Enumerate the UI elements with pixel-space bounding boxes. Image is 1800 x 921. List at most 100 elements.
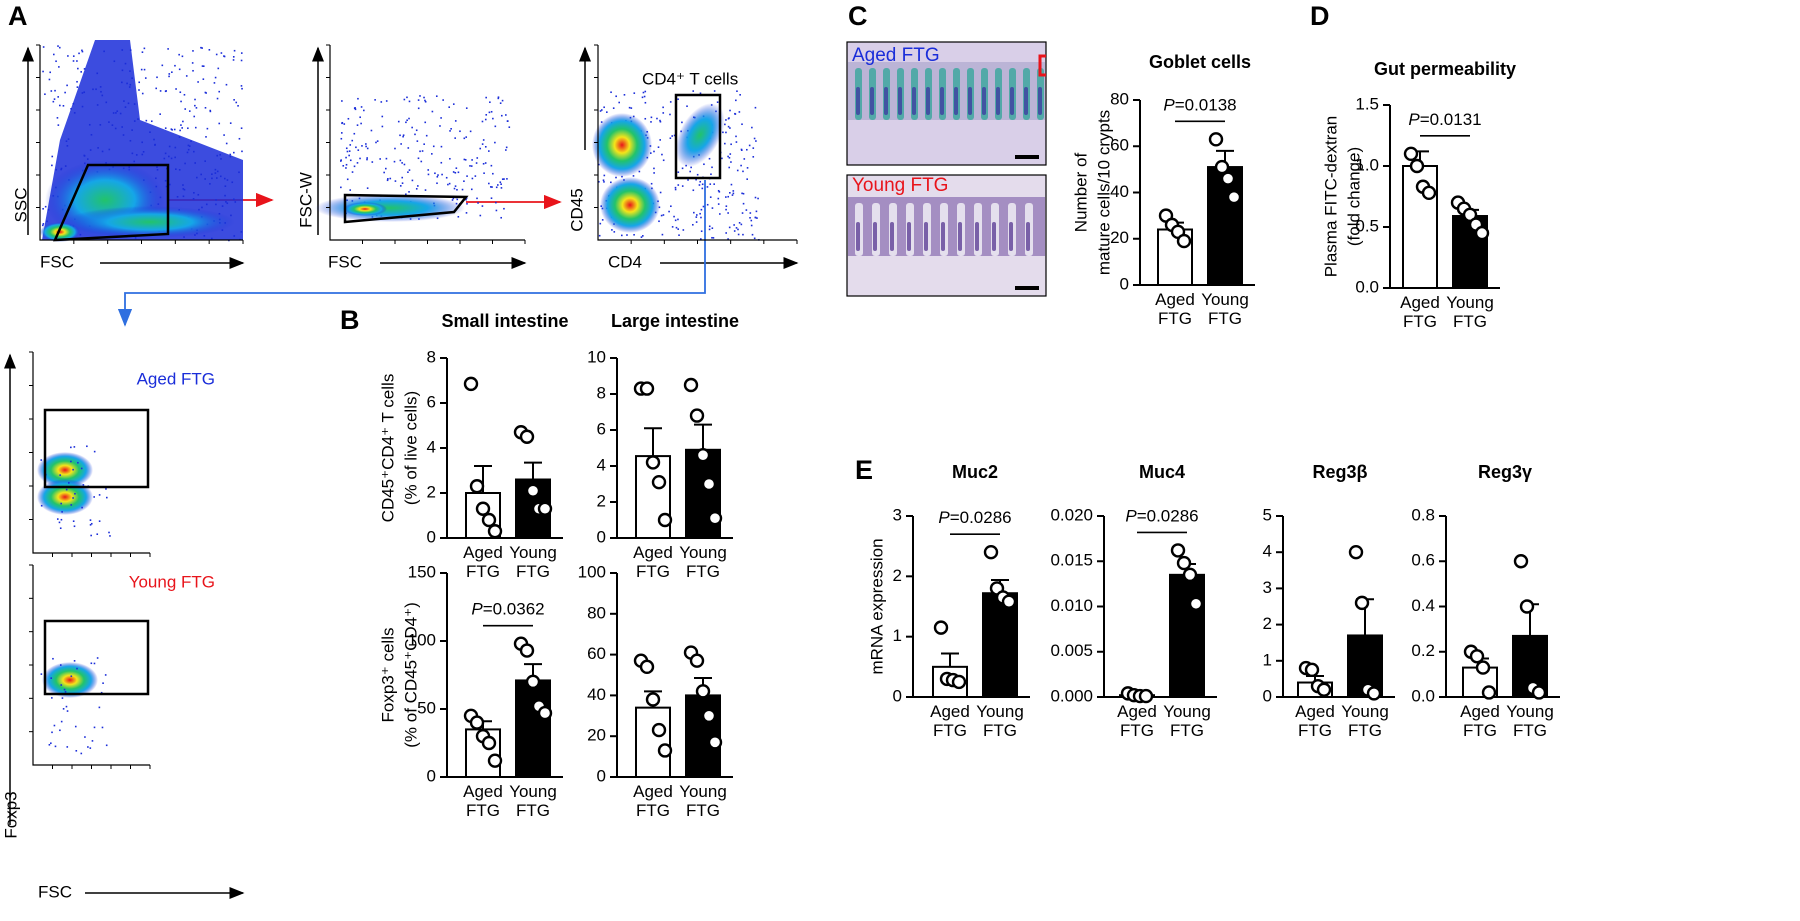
data-point: [695, 684, 711, 699]
cell-dot: [233, 99, 235, 101]
cell-dot: [57, 45, 59, 47]
cell-dot: [738, 111, 741, 113]
goblet: [940, 87, 944, 115]
cell-dot: [448, 106, 451, 108]
data-point: [1475, 660, 1491, 675]
y-tick-label: 2: [427, 482, 436, 501]
cell-dot: [600, 109, 603, 111]
y-tick-label: 5: [1263, 505, 1272, 524]
cell-dot: [89, 149, 92, 151]
cell-dot: [407, 147, 410, 149]
cell-dot: [401, 162, 403, 164]
cell-dot: [73, 112, 76, 114]
cell-dot: [725, 131, 727, 134]
y-tick-label: 0.015: [1050, 551, 1093, 570]
cell-dot: [602, 179, 605, 182]
cell-dot: [82, 484, 85, 486]
cell-dot: [54, 89, 56, 92]
y-tick-label: 8: [597, 383, 606, 402]
cell-dot: [351, 171, 354, 173]
cell-dot: [677, 218, 679, 221]
cell-dot: [200, 46, 202, 49]
cell-dot: [508, 126, 511, 128]
error-bar: [694, 423, 712, 450]
cell-dot: [696, 214, 698, 216]
y-axis-label: mature cells/10 crypts: [1094, 110, 1113, 275]
cell-dot: [427, 169, 430, 171]
image-label: Aged FTG: [852, 45, 940, 66]
cell-dot: [354, 108, 357, 111]
cell-dot: [417, 107, 420, 110]
cell-dot: [725, 232, 727, 234]
cell-dot: [452, 197, 455, 200]
cell-dot: [699, 92, 702, 95]
cell-dot: [111, 124, 114, 126]
cell-dot: [351, 139, 354, 142]
cell-dot: [601, 219, 604, 221]
data-point: [645, 692, 661, 707]
cell-dot: [44, 205, 47, 208]
x-tick-label-box: Young FTG: [679, 543, 727, 581]
x-tick-label: Aged FTG: [633, 782, 673, 820]
cell-dot: [64, 165, 67, 167]
cell-dot: [66, 145, 69, 147]
cell-dot: [659, 120, 662, 123]
cell-dot: [137, 118, 139, 120]
cell-dot: [60, 518, 63, 521]
cell-dot: [192, 50, 194, 52]
cell-dot: [356, 162, 359, 164]
cell-dot: [709, 196, 712, 198]
cell-dot: [171, 71, 173, 74]
y-tick-label: 3: [1263, 578, 1272, 597]
cell-dot: [83, 68, 86, 70]
cell-dot: [81, 92, 84, 94]
cell-dot: [168, 75, 170, 78]
cell-dot: [178, 169, 181, 171]
y-tick-label: 80: [587, 603, 606, 622]
cell-dot: [96, 72, 99, 75]
y-tick-label: 0: [1263, 686, 1272, 705]
cell-dot: [98, 494, 101, 496]
gate: [53, 163, 170, 242]
cell-dot: [414, 133, 416, 136]
panel-label: D: [1310, 1, 1330, 31]
cell-dot: [67, 55, 69, 57]
cell-dot: [202, 65, 205, 68]
cell-dot: [349, 159, 352, 162]
cell-dot: [186, 151, 189, 154]
cell-dot: [417, 157, 420, 160]
y-tick-label: 0.4: [1411, 596, 1435, 615]
cell-dot: [713, 183, 715, 185]
cell-dot: [659, 139, 661, 141]
cell-dot: [223, 55, 225, 57]
cell-dot: [42, 207, 44, 210]
cell-dot: [721, 157, 723, 160]
cell-dot: [179, 129, 181, 132]
cell-dot: [495, 209, 498, 212]
cell-dot: [129, 139, 132, 142]
cell-dot: [345, 163, 348, 166]
cell-dot: [50, 742, 52, 745]
bracket: [1038, 54, 1046, 77]
cell-dot: [477, 202, 479, 204]
x-tick-label-box: Young FTG: [1201, 290, 1249, 328]
cell-dot: [192, 198, 195, 200]
cell-dot: [489, 186, 492, 188]
p-value: P=0.0131: [1408, 110, 1481, 129]
cell-dot: [343, 123, 346, 125]
y-tick-label: 4: [597, 455, 606, 474]
x-tick-label: Young FTG: [509, 782, 557, 820]
cell-dot: [729, 127, 731, 129]
x-tick-label-box: Aged FTG: [633, 543, 673, 581]
cell-dot: [109, 535, 111, 537]
cell-dot: [78, 52, 80, 55]
cell-dot: [740, 164, 742, 167]
cell-dot: [488, 150, 490, 152]
cell-dot: [722, 131, 724, 134]
cell-dot: [196, 176, 198, 179]
cell-dot: [668, 210, 670, 213]
cell-dot: [693, 211, 695, 214]
cell-dot: [197, 193, 200, 196]
group-label: Young FTG: [129, 572, 215, 591]
